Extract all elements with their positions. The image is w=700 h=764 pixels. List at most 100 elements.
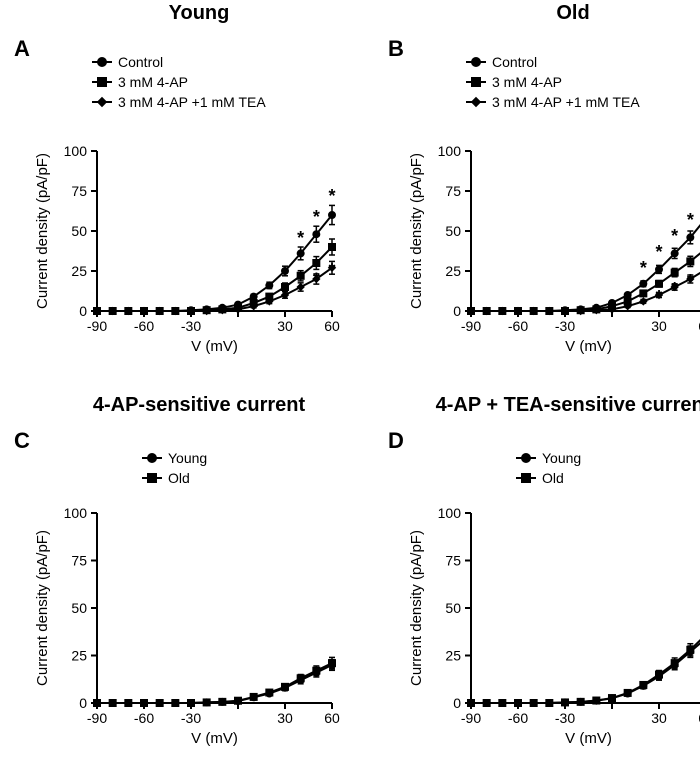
svg-text:V (mV): V (mV) [565, 338, 612, 355]
svg-text:-30: -30 [181, 710, 201, 726]
marker-control [656, 266, 663, 273]
marker-old [624, 689, 631, 696]
svg-text:25: 25 [71, 263, 87, 279]
marker-old [172, 700, 179, 707]
panel-d-cell: 4-AP + TEA-sensitive currentD-90-60-3030… [374, 392, 700, 764]
svg-text:75: 75 [445, 183, 461, 199]
panel-letter: A [14, 36, 30, 62]
svg-text:-60: -60 [134, 710, 154, 726]
legend-label: Control [118, 54, 163, 70]
marker-old [282, 683, 289, 690]
marker-old [329, 660, 336, 667]
svg-text:-30: -30 [181, 318, 201, 334]
y-axis-label: Current density (pA/pF) [34, 530, 51, 686]
y-axis-label: Current density (pA/pF) [408, 530, 425, 686]
panel-title: 4-AP + TEA-sensitive current [386, 394, 700, 417]
legend-row: 3 mM 4-AP +1 mM TEA [466, 94, 640, 110]
significance-star: * [640, 258, 647, 278]
significance-star: * [671, 226, 678, 246]
y-axis-label: Current density (pA/pF) [34, 153, 51, 309]
significance-star: * [655, 287, 662, 307]
legend-label: 3 mM 4-AP +1 mM TEA [492, 94, 640, 110]
legend-marker [522, 454, 531, 463]
marker-ap [297, 272, 304, 279]
legend-row: Young [142, 450, 207, 466]
marker-control [313, 231, 320, 238]
legend-marker [522, 474, 531, 483]
svg-text:-60: -60 [134, 318, 154, 334]
marker-control [297, 250, 304, 257]
marker-old [94, 700, 101, 707]
marker-ap [687, 258, 694, 265]
marker-old [515, 700, 522, 707]
marker-old [219, 698, 226, 705]
svg-text:75: 75 [445, 553, 461, 569]
marker-control [640, 280, 647, 287]
marker-old [468, 700, 475, 707]
legend-marker [472, 58, 481, 67]
panel-letter: C [14, 428, 30, 454]
series-ap_tea [471, 269, 700, 311]
marker-control [282, 268, 289, 275]
marker-old [609, 695, 616, 702]
marker-old [562, 699, 569, 706]
legend-marker [98, 78, 107, 87]
panel-b-cell: OldB-90-60-3030600255075100V (mV)Current… [374, 0, 700, 372]
svg-text:100: 100 [438, 505, 462, 521]
significance-star: * [687, 210, 694, 230]
series-ap [471, 249, 700, 311]
panel-letter: B [388, 36, 404, 62]
marker-old [109, 700, 116, 707]
legend-label: Control [492, 54, 537, 70]
marker-ap [282, 284, 289, 291]
significance-star: * [313, 207, 320, 227]
svg-text:25: 25 [71, 648, 87, 664]
svg-text:-30: -30 [555, 318, 575, 334]
svg-text:30: 30 [277, 318, 293, 334]
legend-label: 3 mM 4-AP +1 mM TEA [118, 94, 266, 110]
marker-old [125, 700, 132, 707]
svg-text:0: 0 [453, 303, 461, 319]
panel-title: Young [12, 2, 386, 25]
panel-c-cell: 4-AP-sensitive currentC-90-60-3030600255… [0, 392, 374, 764]
svg-text:-90: -90 [461, 710, 481, 726]
legend-label: 3 mM 4-AP [492, 74, 562, 90]
marker-ap [329, 244, 336, 251]
svg-text:100: 100 [64, 143, 88, 159]
series-young [97, 665, 332, 703]
svg-text:100: 100 [438, 143, 462, 159]
svg-text:0: 0 [453, 695, 461, 711]
svg-text:60: 60 [324, 318, 340, 334]
marker-old [499, 700, 506, 707]
svg-text:-30: -30 [555, 710, 575, 726]
svg-text:60: 60 [324, 710, 340, 726]
legend-row: 3 mM 4-AP [92, 74, 188, 90]
legend-marker [148, 474, 157, 483]
significance-star: * [687, 271, 694, 291]
significance-star: * [328, 260, 335, 280]
marker-old [188, 700, 195, 707]
legend-row: 3 mM 4-AP [466, 74, 562, 90]
marker-ap [640, 290, 647, 297]
marker-old [313, 667, 320, 674]
series-old [471, 635, 700, 703]
legend-row: Control [466, 54, 537, 70]
legend-row: Old [142, 470, 190, 486]
legend-marker [98, 58, 107, 67]
panel-title: 4-AP-sensitive current [12, 394, 386, 417]
marker-old [546, 700, 553, 707]
svg-text:25: 25 [445, 263, 461, 279]
legend-marker [148, 454, 157, 463]
svg-text:50: 50 [445, 223, 461, 239]
significance-star: * [313, 269, 320, 289]
marker-old [687, 646, 694, 653]
marker-old [235, 697, 242, 704]
svg-text:-60: -60 [508, 710, 528, 726]
legend-marker [98, 98, 107, 107]
svg-text:-90: -90 [87, 710, 107, 726]
significance-star: * [671, 279, 678, 299]
marker-old [593, 697, 600, 704]
legend-label: 3 mM 4-AP [118, 74, 188, 90]
legend-row: Control [92, 54, 163, 70]
marker-old [577, 698, 584, 705]
